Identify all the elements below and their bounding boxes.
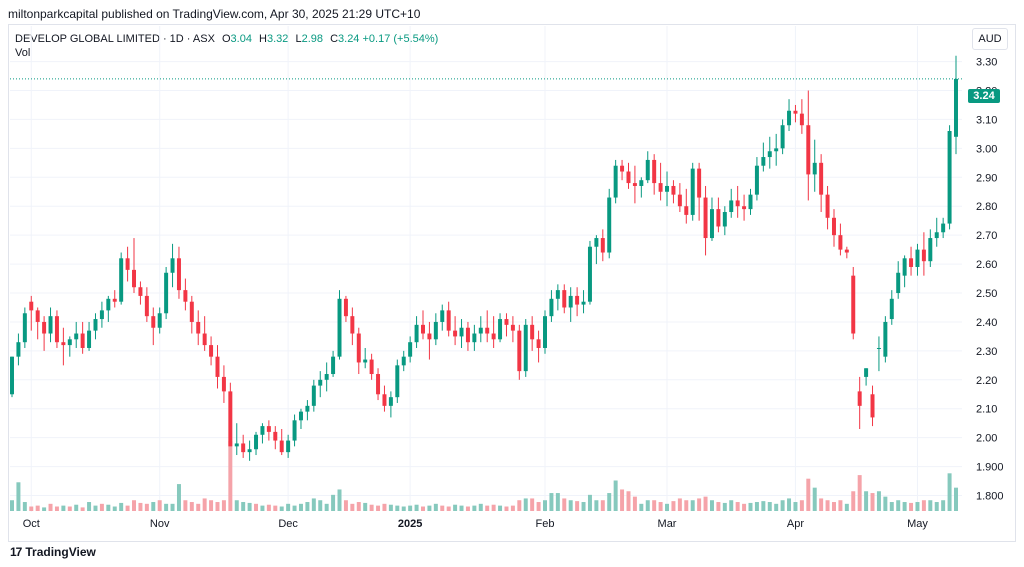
tradingview-logo-icon: 17 <box>10 545 22 559</box>
high-label: H <box>259 33 267 45</box>
low-value: 2.98 <box>301 33 323 45</box>
volume-label[interactable]: Vol <box>15 47 31 59</box>
high-value: 3.32 <box>266 33 289 45</box>
symbol-legend: DEVELOP GLOBAL LIMITED · 1D · ASX O3.04 … <box>15 33 438 45</box>
close-label: C <box>330 33 339 45</box>
tradingview-brand[interactable]: 17 TradingView <box>10 545 96 559</box>
brand-name: TradingView <box>25 545 96 559</box>
low-label: L <box>295 33 302 45</box>
change-value: +0.17 (+5.54%) <box>362 33 439 45</box>
open-value: 3.04 <box>230 33 252 45</box>
publish-info: miltonparkcapital published on TradingVi… <box>8 7 421 21</box>
close-value: 3.24 <box>338 33 360 45</box>
last-price-badge: 3.24 <box>968 89 1000 103</box>
symbol-title[interactable]: DEVELOP GLOBAL LIMITED · 1D · ASX <box>15 33 215 45</box>
open-label: O <box>221 33 231 45</box>
chart-frame <box>8 24 1016 542</box>
currency-button[interactable]: AUD <box>972 28 1008 50</box>
